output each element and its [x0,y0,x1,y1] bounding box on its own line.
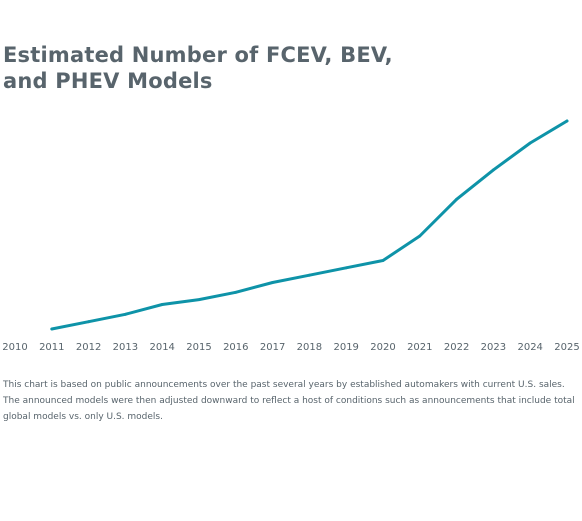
data-point [308,273,311,277]
data-point [197,298,201,301]
data-point [418,234,422,238]
data-point [565,119,569,123]
x-tick-label: 2016 [223,342,248,353]
x-tick-label: 2017 [260,342,285,353]
x-tick-label: 2010 [2,342,27,353]
x-axis-labels: 2010 2011 2012 2013 2014 2015 2016 2017 2018 2019… [2,342,579,353]
chart-title-line-1: Estimated Number of FCEV, BEV, [3,43,393,67]
x-tick-label: 2015 [186,342,211,353]
x-tick-label: 2023 [481,342,506,353]
data-point [50,327,54,331]
x-tick-label: 2011 [39,342,64,353]
x-tick-label: 2013 [113,342,138,353]
data-point [455,197,458,201]
data-point [381,259,385,262]
x-tick-label: 2025 [554,342,579,353]
data-point [234,290,238,294]
data-point [160,303,164,306]
x-tick-label: 2012 [76,342,101,353]
chart-title: Estimated Number of FCEV, BEV, and PHEV … [3,42,563,94]
x-tick-label: 2020 [370,342,395,353]
data-point [87,320,90,324]
x-tick-label: 2014 [149,342,174,353]
data-point [492,168,495,172]
x-tick-label: 2022 [444,342,469,353]
data-point [344,266,348,270]
x-tick-label: 2024 [517,342,542,353]
line-chart: 2010 2011 2012 2013 2014 2015 2016 2017 2018 2019… [2,119,580,353]
series-line [50,119,569,331]
data-point [124,312,127,316]
chart-marks [50,119,569,331]
data-point [528,141,532,145]
chart-title-line-2: and PHEV Models [3,69,213,93]
x-tick-label: 2019 [333,342,358,353]
x-tick-label: 2018 [297,342,322,353]
chart-footnote: This chart is based on public announceme… [3,380,575,422]
data-point [271,281,274,284]
x-tick-label: 2021 [407,342,432,353]
